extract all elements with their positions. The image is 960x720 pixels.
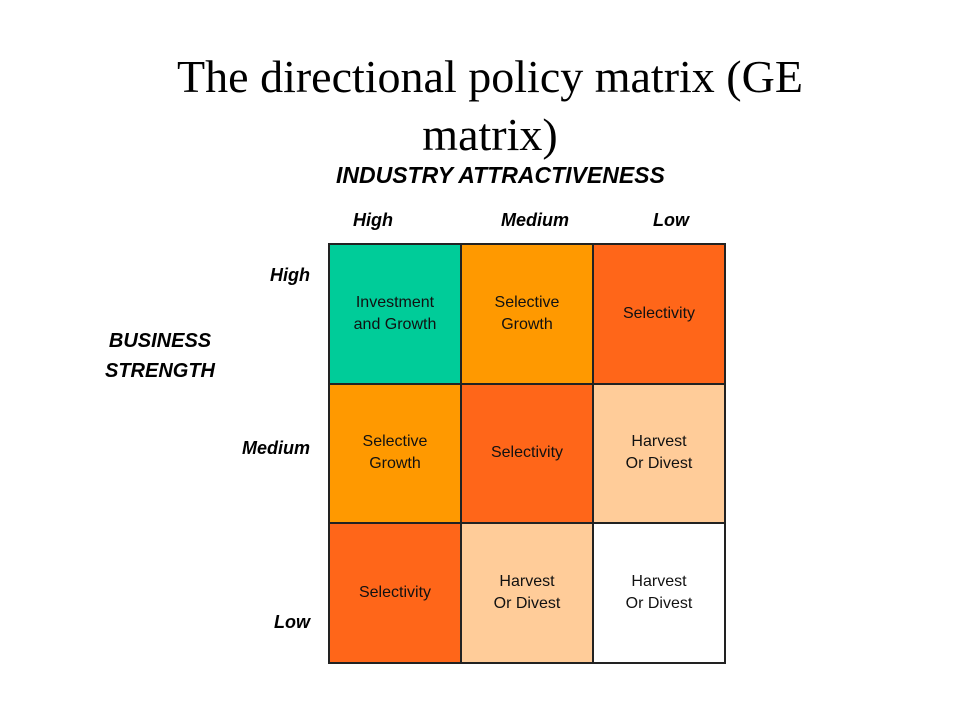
matrix-cell-low-medium: Harvest Or Divest <box>461 523 593 663</box>
matrix-cell-medium-medium: Selectivity <box>461 383 593 524</box>
matrix-cell-high-low: Selectivity <box>593 244 725 384</box>
column-label-medium: Medium <box>500 210 569 230</box>
page-title: The directional policy matrix (GE matrix… <box>177 51 803 160</box>
matrix-cell-low-low: Harvest Or Divest <box>593 523 725 663</box>
row-label-medium: Medium <box>241 438 310 458</box>
row-label-high: High <box>270 265 310 285</box>
y-axis-title: BUSINESS STRENGTH <box>105 330 215 382</box>
row-label-low: Low <box>274 612 310 632</box>
matrix-cell-high-medium: Selective Growth <box>461 244 593 384</box>
ge-matrix-grid: Investment and Growth Selective Growth S… <box>328 243 726 664</box>
matrix-cell-high-high: Investment and Growth <box>329 244 461 384</box>
matrix-cell-medium-low: Harvest Or Divest <box>593 383 725 524</box>
matrix-cell-low-high: Selectivity <box>329 523 461 663</box>
column-label-high: High <box>353 210 393 230</box>
matrix-cell-medium-high: Selective Growth <box>329 383 461 524</box>
x-axis-title: INDUSTRY ATTRACTIVENESS <box>336 162 665 188</box>
column-label-low: Low <box>653 210 689 230</box>
